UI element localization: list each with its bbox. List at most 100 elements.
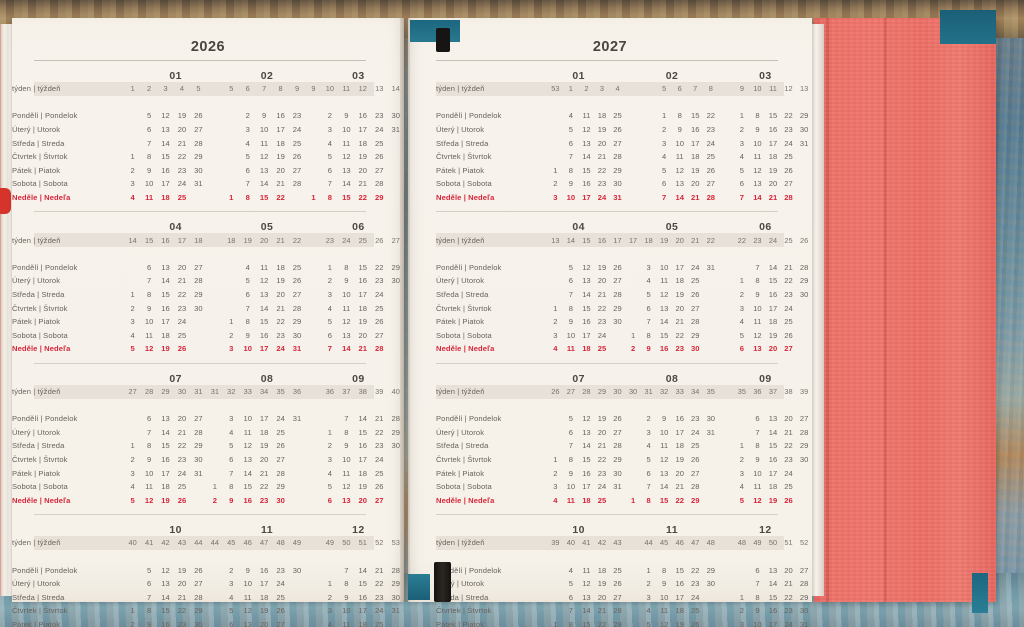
date-cell[interactable]: 22 bbox=[374, 427, 384, 437]
week-number[interactable]: 29 bbox=[161, 386, 170, 396]
date-cell[interactable]: 1 bbox=[130, 152, 135, 162]
date-cell[interactable]: 14 bbox=[342, 344, 351, 354]
date-cell[interactable]: 21 bbox=[784, 262, 793, 272]
date-cell[interactable]: 29 bbox=[613, 619, 622, 627]
week-number[interactable]: 44 bbox=[194, 538, 203, 548]
date-cell[interactable]: 2 bbox=[130, 619, 135, 627]
date-cell[interactable]: 5 bbox=[739, 330, 744, 340]
week-number[interactable]: 23 bbox=[753, 235, 762, 245]
date-cell[interactable]: 20 bbox=[768, 179, 778, 189]
date-cell[interactable]: 9 bbox=[662, 579, 667, 589]
date-cell[interactable]: 15 bbox=[161, 152, 170, 162]
date-cell[interactable]: 11 bbox=[675, 152, 684, 162]
date-cell[interactable]: 20 bbox=[276, 165, 285, 175]
date-cell[interactable]: 18 bbox=[675, 441, 684, 451]
month-label[interactable]: 06 bbox=[352, 221, 365, 234]
date-cell[interactable]: 16 bbox=[768, 290, 778, 300]
date-cell[interactable]: 16 bbox=[582, 179, 591, 189]
date-cell[interactable]: 13 bbox=[259, 165, 269, 175]
date-cell[interactable]: 12 bbox=[753, 165, 762, 175]
date-cell[interactable]: 21 bbox=[177, 592, 187, 602]
date-cell[interactable]: 19 bbox=[358, 317, 367, 327]
date-cell[interactable]: 1 bbox=[553, 303, 558, 313]
date-cell[interactable]: 18 bbox=[161, 193, 170, 203]
date-cell[interactable]: 23 bbox=[276, 565, 285, 575]
date-cell[interactable]: 21 bbox=[597, 441, 607, 451]
date-cell[interactable]: 4 bbox=[327, 619, 333, 627]
date-cell[interactable]: 5 bbox=[327, 482, 333, 492]
date-cell[interactable]: 22 bbox=[784, 441, 793, 451]
date-cell[interactable]: 23 bbox=[691, 579, 700, 589]
date-cell[interactable]: 1 bbox=[739, 441, 744, 451]
date-cell[interactable]: 15 bbox=[358, 579, 367, 589]
date-cell[interactable]: 19 bbox=[691, 165, 700, 175]
date-cell[interactable]: 9 bbox=[646, 344, 651, 354]
date-cell[interactable]: 4 bbox=[553, 495, 558, 505]
date-cell[interactable]: 17 bbox=[358, 125, 367, 135]
week-number[interactable]: 35 bbox=[276, 386, 285, 396]
date-cell[interactable]: 10 bbox=[342, 125, 351, 135]
date-cell[interactable]: 17 bbox=[768, 303, 778, 313]
date-cell[interactable]: 12 bbox=[753, 495, 762, 505]
date-cell[interactable]: 19 bbox=[276, 152, 285, 162]
date-cell[interactable]: 29 bbox=[194, 441, 203, 451]
date-cell[interactable]: 3 bbox=[229, 344, 234, 354]
date-cell[interactable]: 30 bbox=[613, 179, 622, 189]
date-cell[interactable]: 26 bbox=[374, 152, 384, 162]
date-cell[interactable]: 23 bbox=[784, 454, 793, 464]
date-cell[interactable]: 5 bbox=[568, 125, 573, 135]
date-cell[interactable]: 30 bbox=[391, 111, 400, 121]
date-cell[interactable]: 1 bbox=[630, 495, 636, 505]
week-number[interactable]: 22 bbox=[706, 235, 715, 245]
date-cell[interactable]: 29 bbox=[292, 317, 302, 327]
date-cell[interactable]: 3 bbox=[646, 427, 651, 437]
week-number[interactable]: 49 bbox=[292, 538, 302, 548]
ribbon-bookmark[interactable] bbox=[0, 188, 11, 214]
week-number[interactable]: 16 bbox=[597, 235, 607, 245]
date-cell[interactable]: 4 bbox=[229, 592, 234, 602]
date-cell[interactable]: 28 bbox=[374, 179, 384, 189]
date-cell[interactable]: 25 bbox=[374, 138, 384, 148]
month-label[interactable]: 03 bbox=[759, 70, 772, 82]
date-cell[interactable]: 31 bbox=[194, 179, 203, 189]
date-cell[interactable]: 3 bbox=[327, 125, 333, 135]
month-label[interactable]: 04 bbox=[169, 221, 182, 234]
date-cell[interactable]: 14 bbox=[243, 468, 252, 478]
date-cell[interactable]: 22 bbox=[597, 165, 607, 175]
date-cell[interactable]: 13 bbox=[582, 592, 591, 602]
week-number[interactable]: 7 bbox=[693, 84, 698, 94]
week-number[interactable]: 22 bbox=[292, 235, 302, 245]
date-cell[interactable]: 21 bbox=[675, 482, 684, 492]
date-cell[interactable]: 29 bbox=[194, 290, 203, 300]
date-cell[interactable]: 26 bbox=[374, 317, 384, 327]
date-cell[interactable]: 18 bbox=[259, 592, 269, 602]
date-cell[interactable]: 22 bbox=[177, 290, 187, 300]
date-cell[interactable]: 8 bbox=[327, 193, 333, 203]
week-number[interactable]: 53 bbox=[551, 84, 560, 94]
date-cell[interactable]: 23 bbox=[597, 468, 607, 478]
month-label[interactable]: 02 bbox=[260, 70, 274, 82]
date-cell[interactable]: 20 bbox=[177, 579, 187, 589]
date-cell[interactable]: 23 bbox=[597, 317, 607, 327]
month-label[interactable]: 12 bbox=[759, 524, 772, 537]
date-cell[interactable]: 15 bbox=[768, 592, 778, 602]
date-cell[interactable]: 17 bbox=[161, 179, 170, 189]
date-cell[interactable]: 8 bbox=[146, 290, 152, 300]
date-cell[interactable]: 23 bbox=[374, 592, 384, 602]
week-number[interactable]: 27 bbox=[566, 386, 575, 396]
date-cell[interactable]: 19 bbox=[259, 606, 269, 616]
date-cell[interactable]: 25 bbox=[691, 441, 700, 451]
date-cell[interactable]: 10 bbox=[675, 138, 684, 148]
date-cell[interactable]: 18 bbox=[358, 468, 367, 478]
date-cell[interactable]: 8 bbox=[344, 427, 349, 437]
date-cell[interactable]: 2 bbox=[130, 454, 135, 464]
date-cell[interactable]: 8 bbox=[755, 111, 760, 121]
date-cell[interactable]: 9 bbox=[568, 317, 573, 327]
date-cell[interactable]: 21 bbox=[276, 179, 285, 189]
date-cell[interactable]: 1 bbox=[311, 193, 316, 203]
date-cell[interactable]: 6 bbox=[327, 495, 333, 505]
date-cell[interactable]: 23 bbox=[675, 344, 684, 354]
date-cell[interactable]: 7 bbox=[344, 414, 349, 424]
date-cell[interactable]: 22 bbox=[784, 592, 793, 602]
date-cell[interactable]: 18 bbox=[691, 152, 700, 162]
